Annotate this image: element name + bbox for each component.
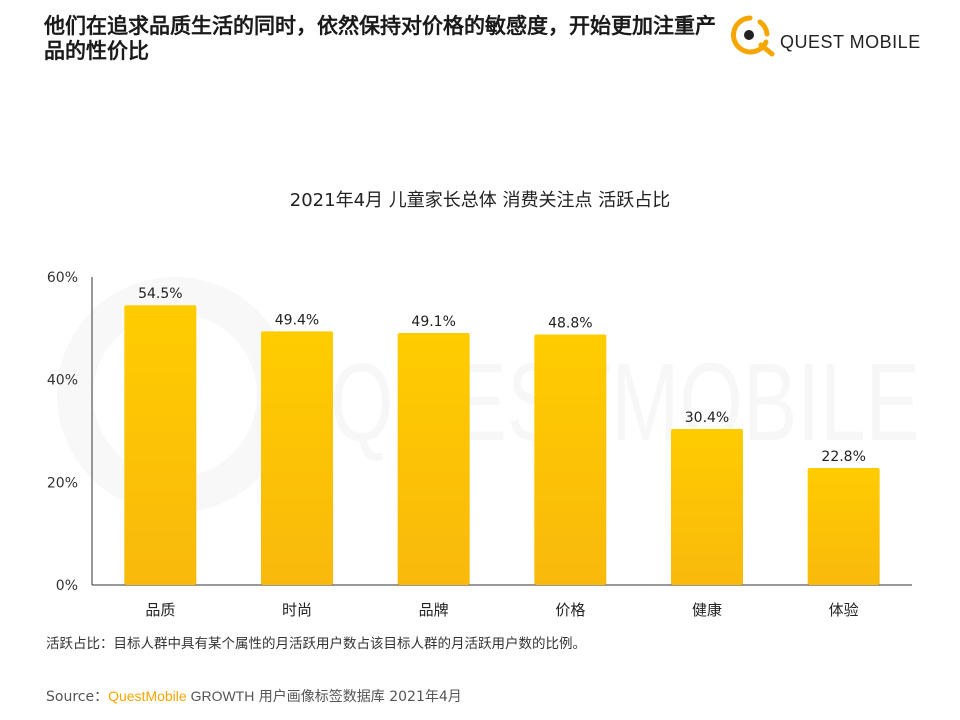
y-tick-label: 60% [47, 270, 78, 286]
source-brand: QuestMobile [108, 688, 187, 704]
quest-mobile-logo-icon [731, 15, 775, 57]
x-category-label: 体验 [829, 601, 859, 619]
y-tick-label: 40% [47, 373, 78, 389]
bar [261, 331, 333, 585]
bar-value-label: 49.4% [275, 312, 319, 328]
source-growth: GROWTH [186, 688, 255, 704]
x-category-label: 价格 [555, 601, 585, 619]
bar-value-label: 22.8% [821, 449, 865, 465]
page-headline: 他们在追求品质生活的同时，依然保持对价格的敏感度，开始更加注重产品的性价比 [44, 14, 716, 63]
bar [124, 305, 197, 585]
bar [671, 428, 743, 585]
footnote: 活跃占比：目标人群中具有某个属性的月活跃用户数占该目标人群的月活跃用户数的比例。 [46, 636, 586, 652]
bar [534, 334, 607, 585]
bar-value-label: 54.5% [138, 286, 182, 302]
bar [397, 332, 470, 585]
source-rest: 用户画像标签数据库 2021年4月 [254, 689, 462, 705]
quest-mobile-logo: QUEST MOBILE [726, 12, 926, 58]
y-tick-label: 0% [56, 578, 78, 594]
source-line: Source：QuestMobile GROWTH 用户画像标签数据库 2021… [46, 686, 462, 706]
y-tick-label: 20% [47, 475, 78, 491]
logo-text: QUEST MOBILE [780, 32, 921, 52]
bar [807, 467, 880, 585]
chart-title: 2021年4月 儿童家长总体 消费关注点 活跃占比 [289, 190, 671, 211]
x-category-label: 品牌 [419, 601, 449, 619]
bar-value-label: 49.1% [411, 314, 455, 330]
x-category-label: 品质 [145, 601, 175, 619]
x-category-label: 时尚 [282, 601, 312, 619]
bar-value-label: 48.8% [548, 315, 592, 331]
x-category-label: 健康 [692, 601, 722, 619]
source-prefix: Source： [46, 689, 109, 705]
bar-value-label: 30.4% [685, 410, 729, 426]
